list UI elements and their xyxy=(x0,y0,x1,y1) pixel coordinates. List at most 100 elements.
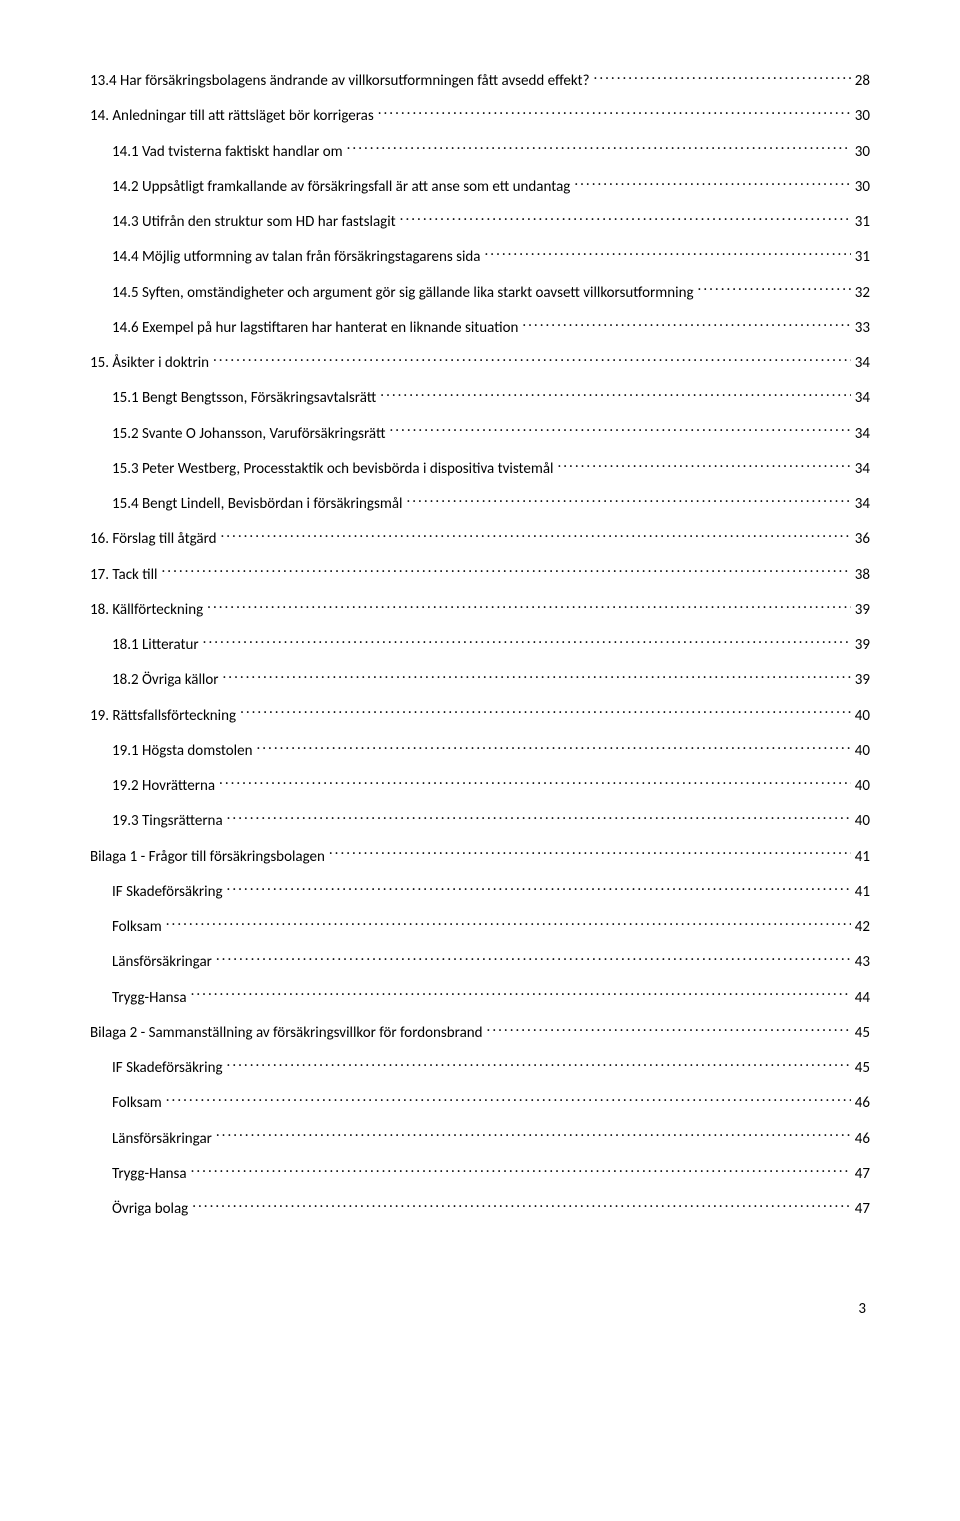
toc-entry: Trygg-Hansa 44 xyxy=(112,987,870,1008)
toc-entry: 15.2 Svante O Johansson, Varuförsäkrings… xyxy=(112,423,870,444)
toc-entry-page: 42 xyxy=(855,917,870,937)
toc-entry-page: 31 xyxy=(855,247,870,267)
toc-entry-label: 19.2 Hovrätterna xyxy=(112,776,215,796)
toc-entry-page: 47 xyxy=(855,1199,870,1219)
toc-entry: Länsförsäkringar 46 xyxy=(112,1128,870,1149)
toc-entry-label: Folksam xyxy=(112,1093,162,1113)
toc-leader-dots xyxy=(207,599,851,614)
toc-entry-label: 14.6 Exempel på hur lagstiftaren har han… xyxy=(112,318,518,338)
toc-leader-dots xyxy=(227,810,851,825)
toc-entry-page: 38 xyxy=(855,565,870,585)
toc-entry: 13.4 Har försäkringsbolagens ändrande av… xyxy=(90,70,870,91)
toc-entry-page: 41 xyxy=(855,882,870,902)
toc-entry-label: Trygg-Hansa xyxy=(112,1164,187,1184)
toc-entry-label: 14.1 Vad tvisterna faktiskt handlar om xyxy=(112,142,343,162)
toc-entry-label: IF Skadeförsäkring xyxy=(112,882,223,902)
toc-entry: Bilaga 1 - Frågor till försäkringsbolage… xyxy=(90,846,870,867)
toc-entry: 14.1 Vad tvisterna faktiskt handlar om 3… xyxy=(112,141,870,162)
toc-entry-label: Länsförsäkringar xyxy=(112,1129,212,1149)
toc-entry: 16. Förslag till åtgärd 36 xyxy=(90,528,870,549)
toc-leader-dots xyxy=(191,987,851,1002)
toc-entry-label: Trygg-Hansa xyxy=(112,988,187,1008)
toc-leader-dots xyxy=(594,70,851,85)
toc-entry: 15.1 Bengt Bengtsson, Försäkringsavtalsr… xyxy=(112,387,870,408)
toc-entry: 15.3 Peter Westberg, Processtaktik och b… xyxy=(112,458,870,479)
toc-entry-page: 41 xyxy=(855,847,870,867)
toc-leader-dots xyxy=(698,282,851,297)
toc-leader-dots xyxy=(522,317,850,332)
toc-entry-label: 14.4 Möjlig utformning av talan från för… xyxy=(112,247,481,267)
toc-leader-dots xyxy=(400,211,851,226)
toc-entry-page: 34 xyxy=(855,459,870,479)
toc-entry-page: 46 xyxy=(855,1093,870,1113)
toc-entry-page: 30 xyxy=(855,106,870,126)
toc-entry: IF Skadeförsäkring 45 xyxy=(112,1057,870,1078)
toc-entry-label: 19.1 Högsta domstolen xyxy=(112,741,252,761)
toc-leader-dots xyxy=(223,669,851,684)
toc-entry: 14.5 Syften, omständigheter och argument… xyxy=(112,282,870,303)
toc-entry-page: 28 xyxy=(855,71,870,91)
toc-entry-page: 45 xyxy=(855,1023,870,1043)
toc-entry: 19.1 Högsta domstolen 40 xyxy=(112,740,870,761)
toc-leader-dots xyxy=(485,246,851,261)
toc-leader-dots xyxy=(227,881,851,896)
toc-entry-page: 34 xyxy=(855,424,870,444)
toc-entry-page: 34 xyxy=(855,353,870,373)
toc-entry-page: 39 xyxy=(855,670,870,690)
toc-entry: 14.2 Uppsåtligt framkallande av försäkri… xyxy=(112,176,870,197)
toc-entry-label: 15.3 Peter Westberg, Processtaktik och b… xyxy=(112,459,553,479)
toc-entry-label: 15. Åsikter i doktrin xyxy=(90,353,209,373)
toc-leader-dots xyxy=(162,564,851,579)
toc-entry: 18. Källförteckning 39 xyxy=(90,599,870,620)
toc-entry-label: 14. Anledningar till att rättsläget bör … xyxy=(90,106,374,126)
toc-leader-dots xyxy=(329,846,851,861)
toc-leader-dots xyxy=(347,141,851,156)
toc-page: 13.4 Har försäkringsbolagens ändrande av… xyxy=(0,0,960,1360)
toc-entry-label: 14.5 Syften, omständigheter och argument… xyxy=(112,283,694,303)
toc-leader-dots xyxy=(216,1128,851,1143)
toc-leader-dots xyxy=(213,352,851,367)
toc-leader-dots xyxy=(191,1163,851,1178)
toc-entry-label: 18.2 Övriga källor xyxy=(112,670,219,690)
toc-entry: 18.1 Litteratur 39 xyxy=(112,634,870,655)
toc-entry-page: 40 xyxy=(855,741,870,761)
toc-entry-label: 13.4 Har försäkringsbolagens ändrande av… xyxy=(90,71,590,91)
toc-entry-label: IF Skadeförsäkring xyxy=(112,1058,223,1078)
toc-entry: IF Skadeförsäkring 41 xyxy=(112,881,870,902)
toc-leader-dots xyxy=(203,634,851,649)
toc-entry-label: 15.4 Bengt Lindell, Bevisbördan i försäk… xyxy=(112,494,402,514)
toc-entry: 19.3 Tingsrätterna 40 xyxy=(112,810,870,831)
toc-entry: 18.2 Övriga källor 39 xyxy=(112,669,870,690)
toc-entry-label: 14.3 Utifrån den struktur som HD har fas… xyxy=(112,212,396,232)
page-number: 3 xyxy=(90,1299,866,1319)
toc-entry: Länsförsäkringar 43 xyxy=(112,951,870,972)
toc-leader-dots xyxy=(220,528,850,543)
toc-leader-dots xyxy=(378,105,851,120)
toc-entry: 14.3 Utifrån den struktur som HD har fas… xyxy=(112,211,870,232)
toc-entry-page: 36 xyxy=(855,529,870,549)
toc-entry-page: 34 xyxy=(855,494,870,514)
toc-entry: 15. Åsikter i doktrin 34 xyxy=(90,352,870,373)
toc-entry-label: 15.2 Svante O Johansson, Varuförsäkrings… xyxy=(112,424,385,444)
toc-leader-dots xyxy=(240,705,851,720)
toc-entry-label: 15.1 Bengt Bengtsson, Försäkringsavtalsr… xyxy=(112,388,376,408)
toc-entry-label: 14.2 Uppsåtligt framkallande av försäkri… xyxy=(112,177,570,197)
toc-leader-dots xyxy=(192,1198,851,1213)
toc-leader-dots xyxy=(216,951,851,966)
toc-entry-page: 33 xyxy=(855,318,870,338)
toc-entry-page: 30 xyxy=(855,177,870,197)
toc-entry-page: 45 xyxy=(855,1058,870,1078)
toc-entry: 19. Rättsfallsförteckning 40 xyxy=(90,705,870,726)
toc-entry-label: Länsförsäkringar xyxy=(112,952,212,972)
toc-entry-label: 19.3 Tingsrätterna xyxy=(112,811,223,831)
toc-leader-dots xyxy=(256,740,850,755)
toc-entry: Övriga bolag 47 xyxy=(112,1198,870,1219)
toc-leader-dots xyxy=(227,1057,851,1072)
toc-entry-page: 46 xyxy=(855,1129,870,1149)
toc-leader-dots xyxy=(406,493,850,508)
toc-entry-label: Bilaga 1 - Frågor till försäkringsbolage… xyxy=(90,847,325,867)
toc-leader-dots xyxy=(219,775,851,790)
toc-entry: Bilaga 2 - Sammanställning av försäkring… xyxy=(90,1022,870,1043)
toc-entry: Trygg-Hansa 47 xyxy=(112,1163,870,1184)
toc-leader-dots xyxy=(557,458,850,473)
